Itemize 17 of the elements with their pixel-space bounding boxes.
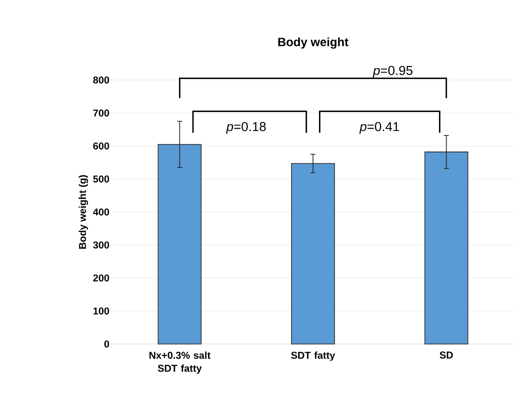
annotation: p=0.18 [226, 122, 266, 134]
annotation: p=0.41 [359, 122, 400, 134]
y-tick-label: 0 [104, 340, 110, 348]
x-tick-label: SD [440, 352, 453, 359]
y-axis-title: Body weight (g) [78, 175, 88, 249]
text: p=0.95 [372, 66, 412, 78]
y-tick-label: 500 [93, 175, 110, 183]
y-tick-label: 600 [93, 142, 110, 150]
x-tick-label: Nx+0.3% salt SDT fatty [149, 352, 210, 374]
y-tick-label: 200 [93, 274, 110, 282]
y-tick-label: 800 [93, 76, 110, 84]
chart-title: Body weight [278, 37, 348, 49]
y-tick-label: 300 [93, 241, 110, 249]
y-tick-label: 100 [93, 307, 110, 315]
y-tick-label: 400 [93, 208, 110, 216]
x-tick-label: SDT fatty [291, 352, 336, 361]
y-tick-label: 700 [93, 109, 110, 117]
